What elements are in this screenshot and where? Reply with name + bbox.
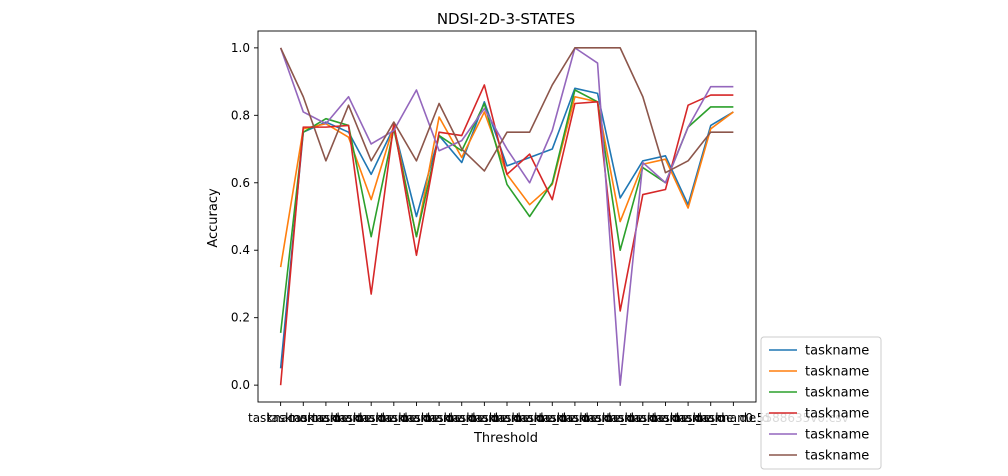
x-tick-label: taskname_d: [289, 411, 362, 425]
axes-frame: [257, 30, 757, 403]
x-tick-label: taskname_d: [561, 411, 634, 425]
y-tick-label: 0.0: [231, 378, 250, 392]
legend-label-4: taskname: [805, 428, 869, 443]
x-tick-label: taskname_d: [493, 411, 566, 425]
x-tick-label: taskname_d: [335, 411, 408, 425]
x-tick-label: taskname_d: [674, 411, 747, 425]
x-axis-label: Threshold: [473, 431, 538, 446]
x-tick-label: taskname_d: [380, 411, 453, 425]
x-tick-label: taskname_d: [652, 411, 725, 425]
y-tick-label: 1.0: [231, 41, 250, 55]
x-tick-label: taskname_d: [448, 411, 521, 425]
x-tick-label: taskname_d: [357, 411, 430, 425]
plot-area: 0.00.20.40.60.81.0taskname_taskname_dtas…: [231, 30, 849, 425]
x-tick-label: taskname_d: [538, 411, 611, 425]
y-tick-label: 0.2: [231, 311, 250, 325]
series-line-0: [279, 87, 734, 369]
legend-label-1: taskname: [805, 365, 869, 380]
x-tick-label: taskname_d: [516, 411, 589, 425]
y-tick-label: 0.8: [231, 108, 250, 122]
y-tick-label: 0.4: [231, 243, 250, 257]
series-line-2: [279, 89, 734, 333]
series-line-4: [279, 47, 734, 386]
legend: taskname taskname taskname taskname taskname…: [760, 336, 882, 470]
series-line-5: [279, 47, 734, 174]
x-tick-label: taskname_: [248, 411, 314, 425]
legend-label-2: taskname: [805, 386, 869, 401]
legend-label-5: taskname: [805, 449, 869, 464]
x-tick-label: taskname_d: [471, 411, 544, 425]
series-line-3: [279, 84, 734, 386]
x-tick-label: taskname_d: [425, 411, 498, 425]
y-tick-label: 0.6: [231, 176, 250, 190]
legend-box: [760, 336, 882, 470]
x-tick-label: taskname_d: [312, 411, 385, 425]
chart-title: NDSI-2D-3-STATES: [437, 10, 575, 28]
x-tick-label: taskname_d: [403, 411, 476, 425]
x-tick-label: taskname_d: [697, 411, 770, 425]
x-tick-label: taskname_d: [584, 411, 657, 425]
legend-label-0: taskname: [805, 344, 869, 359]
legend-label-3: taskname: [805, 407, 869, 422]
x-tick-label: taskname_d: [267, 411, 340, 425]
y-axis-label: Accuracy: [206, 188, 221, 248]
x-tick-label: taskname_d: [606, 411, 679, 425]
x-tick-label: taskname_d: [629, 411, 702, 425]
